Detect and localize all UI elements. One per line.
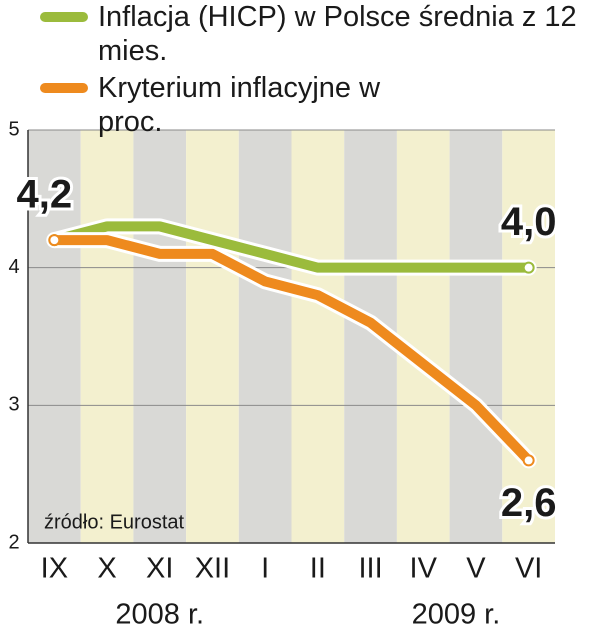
legend-label: Inflacja (HICP) w Polsce średnia z 12 mi… xyxy=(98,1,577,67)
value-label: 2,6 xyxy=(501,481,557,525)
legend-item: Inflacja (HICP) w Polsce średnia z 12 mi… xyxy=(40,0,598,68)
column-band xyxy=(238,130,292,543)
x-tick-label: V xyxy=(466,553,486,585)
series-line xyxy=(49,235,534,466)
x-tick-label: II xyxy=(310,553,326,585)
period-label: 2008 r. xyxy=(115,599,204,631)
x-tick-label: VI xyxy=(515,553,542,585)
column-band xyxy=(133,130,187,543)
series-line xyxy=(49,221,534,273)
column-band xyxy=(291,130,345,543)
x-tick-label: X xyxy=(97,553,116,585)
end-marker xyxy=(522,261,535,274)
column-band xyxy=(28,130,81,543)
column-band xyxy=(449,130,503,543)
y-tick-label: 4 xyxy=(8,256,19,278)
y-tick-label: 2 xyxy=(8,531,19,553)
x-tick-label: III xyxy=(358,553,382,585)
y-tick-label: 5 xyxy=(8,118,19,140)
period-label: 2009 r. xyxy=(412,599,501,631)
value-label: 4,2 xyxy=(17,173,73,217)
legend-label: Kryterium inflacyjne w proc. xyxy=(98,72,381,138)
legend-swatch xyxy=(40,83,88,93)
legend-swatch xyxy=(40,12,88,22)
legend-item: Kryterium inflacyjne w proc. xyxy=(40,71,408,139)
end-marker xyxy=(522,454,535,467)
column-band xyxy=(502,130,555,543)
x-tick-label: IX xyxy=(41,553,68,585)
end-marker xyxy=(48,234,61,247)
x-tick-label: XI xyxy=(146,553,173,585)
x-tick-label: I xyxy=(261,553,269,585)
y-tick-label: 3 xyxy=(8,394,19,416)
value-label: 4,0 xyxy=(501,200,557,244)
column-band xyxy=(186,130,239,543)
x-tick-label: IV xyxy=(410,553,438,585)
column-band xyxy=(396,130,450,543)
legend: Inflacja (HICP) w Polsce średnia z 12 mi… xyxy=(40,0,598,142)
source: źródło: Eurostat xyxy=(44,511,185,533)
column-band xyxy=(80,130,134,543)
x-tick-label: XII xyxy=(195,553,230,585)
